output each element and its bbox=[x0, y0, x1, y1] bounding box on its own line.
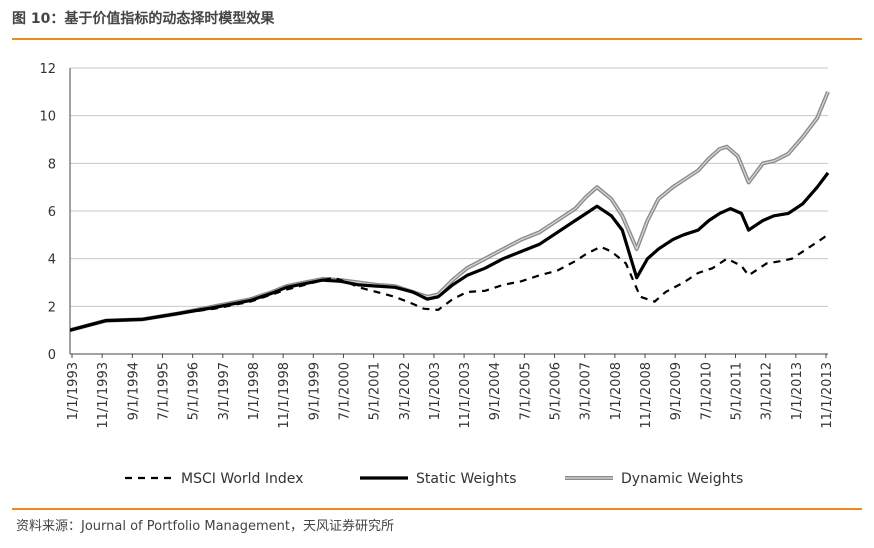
series-line-static-weights bbox=[69, 171, 830, 332]
x-tick-label: 9/1/1999 bbox=[307, 362, 322, 420]
x-tick-label: 5/1/1996 bbox=[187, 362, 202, 420]
y-tick-label: 2 bbox=[48, 300, 56, 315]
x-tick-label: 11/1/2013 bbox=[820, 362, 835, 429]
y-tick-label: 12 bbox=[39, 62, 56, 77]
x-tick-label: 11/1/1998 bbox=[277, 362, 292, 429]
x-tick-label: 11/1/1993 bbox=[96, 362, 111, 429]
x-axis: 1/1/1993 11/1/1993 9/1/1994 7/1/1995 5/1/199… bbox=[66, 353, 835, 429]
x-tick-label: 3/1/2002 bbox=[398, 362, 413, 420]
y-tick-label: 10 bbox=[39, 110, 56, 125]
x-tick-label: 7/1/1995 bbox=[156, 362, 171, 420]
x-tick-label: 1/1/1998 bbox=[247, 362, 262, 420]
top-divider bbox=[12, 38, 862, 40]
x-tick-label: 1/1/2003 bbox=[428, 362, 443, 420]
x-tick-label: 11/1/2003 bbox=[458, 362, 473, 429]
y-tick-label: 6 bbox=[48, 205, 56, 220]
y-axis: 0 2 4 6 8 10 12 bbox=[39, 62, 71, 363]
legend-item: MSCI World Index bbox=[125, 471, 303, 487]
x-tick-label: 5/1/2011 bbox=[730, 362, 745, 420]
bottom-divider bbox=[12, 508, 862, 510]
x-tick-label: 5/1/2001 bbox=[368, 362, 383, 420]
figure-title: 图 10：基于价值指标的动态择时模型效果 bbox=[12, 11, 275, 27]
legend: MSCI World Index Static Weights Dynamic We… bbox=[125, 471, 743, 487]
source-note: 资料来源：Journal of Portfolio Management，天风证… bbox=[16, 519, 395, 534]
y-tick-label: 4 bbox=[48, 253, 56, 268]
x-tick-label: 11/1/2008 bbox=[639, 362, 654, 429]
legend-label: MSCI World Index bbox=[181, 471, 303, 487]
legend-label: Dynamic Weights bbox=[621, 471, 743, 487]
legend-item: Dynamic Weights bbox=[565, 471, 743, 487]
x-tick-label: 9/1/1994 bbox=[126, 362, 141, 420]
y-tick-label: 0 bbox=[48, 348, 56, 363]
x-tick-label: 3/1/2012 bbox=[760, 362, 775, 420]
line-chart: 0 2 4 6 8 10 12 1/1/1993 11/1/1993 9/1/1994 7/1/1… bbox=[39, 62, 835, 487]
x-tick-label: 7/1/2005 bbox=[518, 362, 533, 420]
legend-item: Static Weights bbox=[360, 471, 517, 487]
x-tick-label: 1/1/1993 bbox=[66, 362, 81, 420]
series-line-msci-world-index bbox=[69, 231, 829, 332]
x-tick-label: 9/1/2009 bbox=[669, 362, 684, 420]
x-tick-label: 3/1/1997 bbox=[217, 362, 232, 420]
series-layer bbox=[69, 91, 830, 333]
x-tick-label: 1/1/2008 bbox=[609, 362, 624, 420]
x-tick-label: 5/1/2006 bbox=[549, 362, 564, 420]
x-tick-label: 7/1/2010 bbox=[699, 362, 714, 420]
x-tick-label: 7/1/2000 bbox=[337, 362, 352, 420]
x-tick-label: 1/1/2013 bbox=[790, 362, 805, 420]
legend-label: Static Weights bbox=[416, 471, 517, 487]
x-tick-label: 3/1/2007 bbox=[579, 362, 594, 420]
x-tick-label: 9/1/2004 bbox=[488, 362, 503, 420]
y-tick-label: 8 bbox=[48, 157, 56, 172]
